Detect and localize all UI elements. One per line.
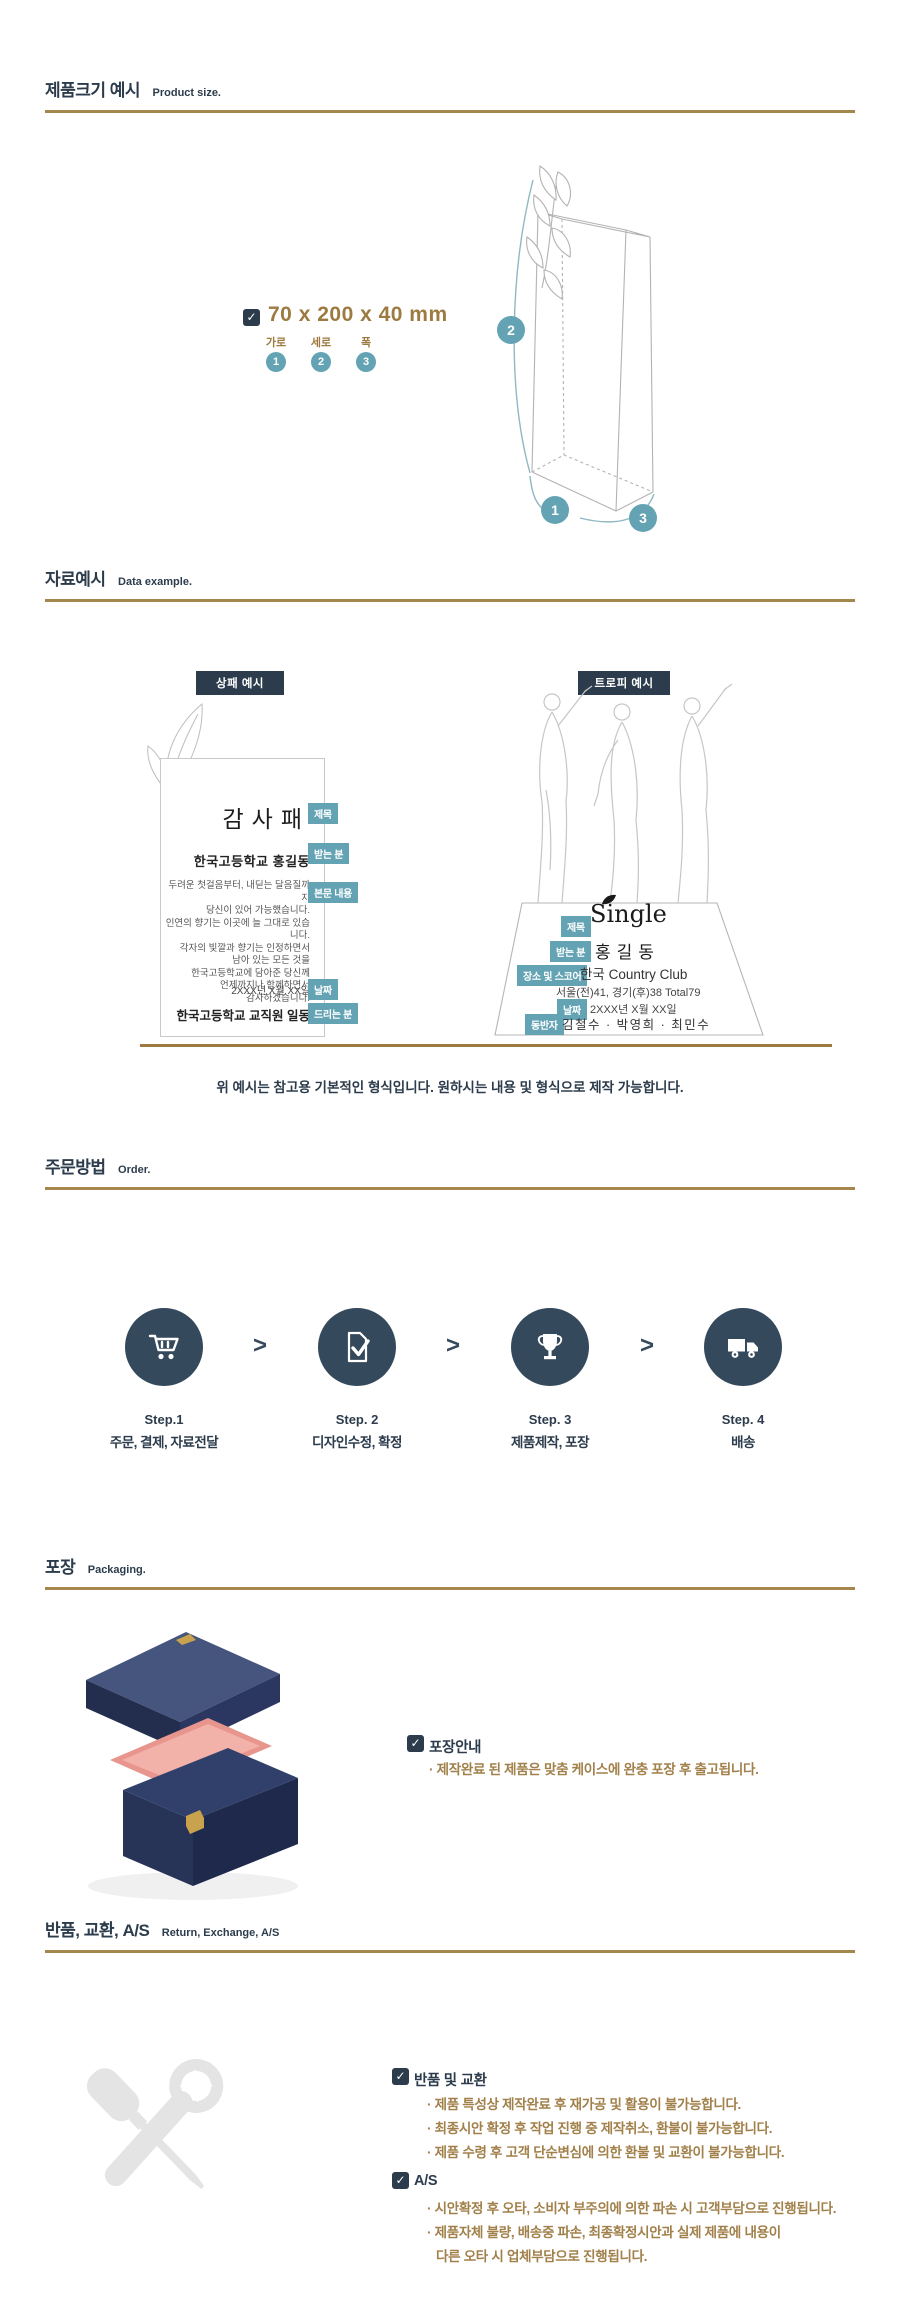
order-step-2: Step. 2 디자인수정, 확정 — [277, 1308, 437, 1451]
size-diagram-wireframe-box: 2 1 3 — [497, 165, 657, 532]
tag-place-score: 장소 및 스코어 — [517, 965, 588, 986]
check-icon — [392, 2172, 409, 2189]
trophy-title: Single — [590, 900, 667, 928]
as-bullets: · 시안확정 후 오타, 소비자 부주의에 의한 파손 시 고객부담으로 진행됩… — [427, 2201, 837, 2264]
step-label: Step. 3 — [528, 1412, 572, 1427]
step-desc: 제품제작, 포장 — [510, 1435, 590, 1450]
step-label: Step.1 — [144, 1412, 184, 1427]
plaque-sender: 한국고등학교 교직원 일동 — [176, 1009, 310, 1023]
section-title-en: Order. — [118, 1164, 151, 1176]
plaque-example-badge: 상패 예시 — [196, 671, 284, 695]
dim-number-badge: 1 — [266, 352, 286, 372]
chevron-right-icon: > — [446, 1332, 461, 1359]
packaging-bullet: · 제작완료 된 제품은 맞춤 케이스에 완충 포장 후 출고됩니다. — [429, 1762, 759, 1777]
section-title-ko: 자료예시 — [45, 570, 106, 589]
svg-text:2: 2 — [507, 322, 515, 338]
order-step-4: Step. 4 배송 — [663, 1308, 823, 1451]
step-circle — [318, 1308, 396, 1386]
order-step-3: Step. 3 제품제작, 포장 — [470, 1308, 630, 1451]
section-header-order: 주문방법 Order. — [45, 1153, 855, 1190]
svg-text:3: 3 — [639, 510, 647, 526]
step-desc: 배송 — [731, 1435, 755, 1450]
tag-date: 날짜 — [308, 979, 338, 1000]
trophy-recipient: 홍길동 — [595, 943, 660, 962]
tag-date: 날짜 — [557, 999, 587, 1020]
plaque-recipient: 한국고등학교 홍길동 — [193, 854, 310, 869]
chevron-right-icon: > — [640, 1332, 655, 1359]
check-icon — [392, 2068, 409, 2085]
dim-label-height: 세로 — [310, 337, 332, 349]
step-desc: 주문, 결제, 자료전달 — [109, 1435, 219, 1450]
step-label: Step. 2 — [335, 1412, 379, 1427]
dim-label-width: 가로 — [265, 337, 287, 349]
plaque-body-text: 두려운 첫걸음부터, 내딛는 달음질까지 당신이 있어 가능했습니다. 인연의 … — [165, 880, 310, 1004]
dim-number-badge: 2 — [311, 352, 331, 372]
tag-body: 본문 내용 — [308, 882, 359, 903]
section-title-ko: 제품크기 예시 — [45, 81, 141, 100]
document-check-icon — [347, 1331, 370, 1363]
tag-recipient: 받는 분 — [550, 941, 592, 962]
section-header-product-size: 제품크기 예시 Product size. — [45, 76, 855, 113]
check-icon — [407, 1735, 424, 1752]
step-desc: 디자인수정, 확정 — [312, 1435, 402, 1450]
tag-sender: 드리는 분 — [308, 1003, 359, 1024]
tag-recipient: 받는 분 — [308, 843, 350, 864]
trophy-companions: 김철수 · 박영희 · 최민수 — [562, 1018, 711, 1032]
truck-icon — [728, 1339, 758, 1358]
diagram-number-badges: 2 1 3 — [497, 316, 657, 532]
leaf-icon — [602, 894, 616, 905]
chevron-right-icon: > — [253, 1332, 268, 1359]
section-title-ko: 반품, 교환, A/S — [45, 1921, 150, 1940]
step-circle — [125, 1308, 203, 1386]
section-title-en: Return, Exchange, A/S — [161, 1927, 280, 1939]
tag-title: 제목 — [561, 916, 591, 937]
product-dimension: 70 x 200 x 40 mm — [268, 303, 448, 326]
trophy-icon — [537, 1334, 563, 1360]
plaque-graphic — [160, 758, 325, 1037]
section-title-en: Data example. — [118, 576, 192, 588]
tag-companions: 동반자 — [525, 1014, 564, 1035]
plaque-title: 감사패 — [222, 806, 310, 832]
trophy-place: 한국 Country Club — [580, 967, 688, 982]
tag-title: 제목 — [308, 803, 338, 824]
packaging-case-photo — [86, 1632, 298, 1900]
gold-divider — [140, 1044, 832, 1047]
trophy-example-badge: 트로피 예시 — [578, 671, 670, 695]
dim-label-depth: 폭 — [360, 337, 372, 349]
step-circle — [511, 1308, 589, 1386]
section-header-returns: 반품, 교환, A/S Return, Exchange, A/S — [45, 1916, 855, 1953]
section-header-packaging: 포장 Packaging. — [45, 1553, 855, 1590]
trophy-date: 2XXX년 X월 XX일 — [590, 1004, 677, 1016]
section-header-data-example: 자료예시 Data example. — [45, 565, 855, 602]
step-label: Step. 4 — [721, 1412, 765, 1427]
plaque-date: 2XXX년 X월 XX일 — [231, 986, 310, 997]
cart-icon — [148, 1334, 179, 1360]
example-note: 위 예시는 참고용 기본적인 형식입니다. 원하시는 내용 및 형식으로 제작 … — [216, 1080, 684, 1095]
section-title-ko: 주문방법 — [45, 1158, 106, 1177]
as-heading: A/S — [414, 2173, 438, 2189]
check-icon — [243, 309, 260, 326]
section-title-en: Product size. — [152, 87, 221, 99]
packaging-heading: 포장안내 — [429, 1740, 482, 1756]
order-step-1: Step.1 주문, 결제, 자료전달 — [84, 1308, 244, 1451]
step-circle — [704, 1308, 782, 1386]
trophy-score: 서울(전)41, 경기(후)38 Total79 — [556, 987, 701, 999]
returns-bullets: · 제품 특성상 제작완료 후 재가공 및 활용이 불가능합니다. · 최종시안… — [427, 2097, 785, 2160]
tools-icon — [86, 2059, 224, 2189]
section-title-ko: 포장 — [45, 1558, 76, 1577]
dim-number-badge: 3 — [356, 352, 376, 372]
section-title-en: Packaging. — [87, 1564, 146, 1576]
svg-text:1: 1 — [551, 502, 559, 518]
returns-heading: 반품 및 교환 — [414, 2073, 487, 2089]
